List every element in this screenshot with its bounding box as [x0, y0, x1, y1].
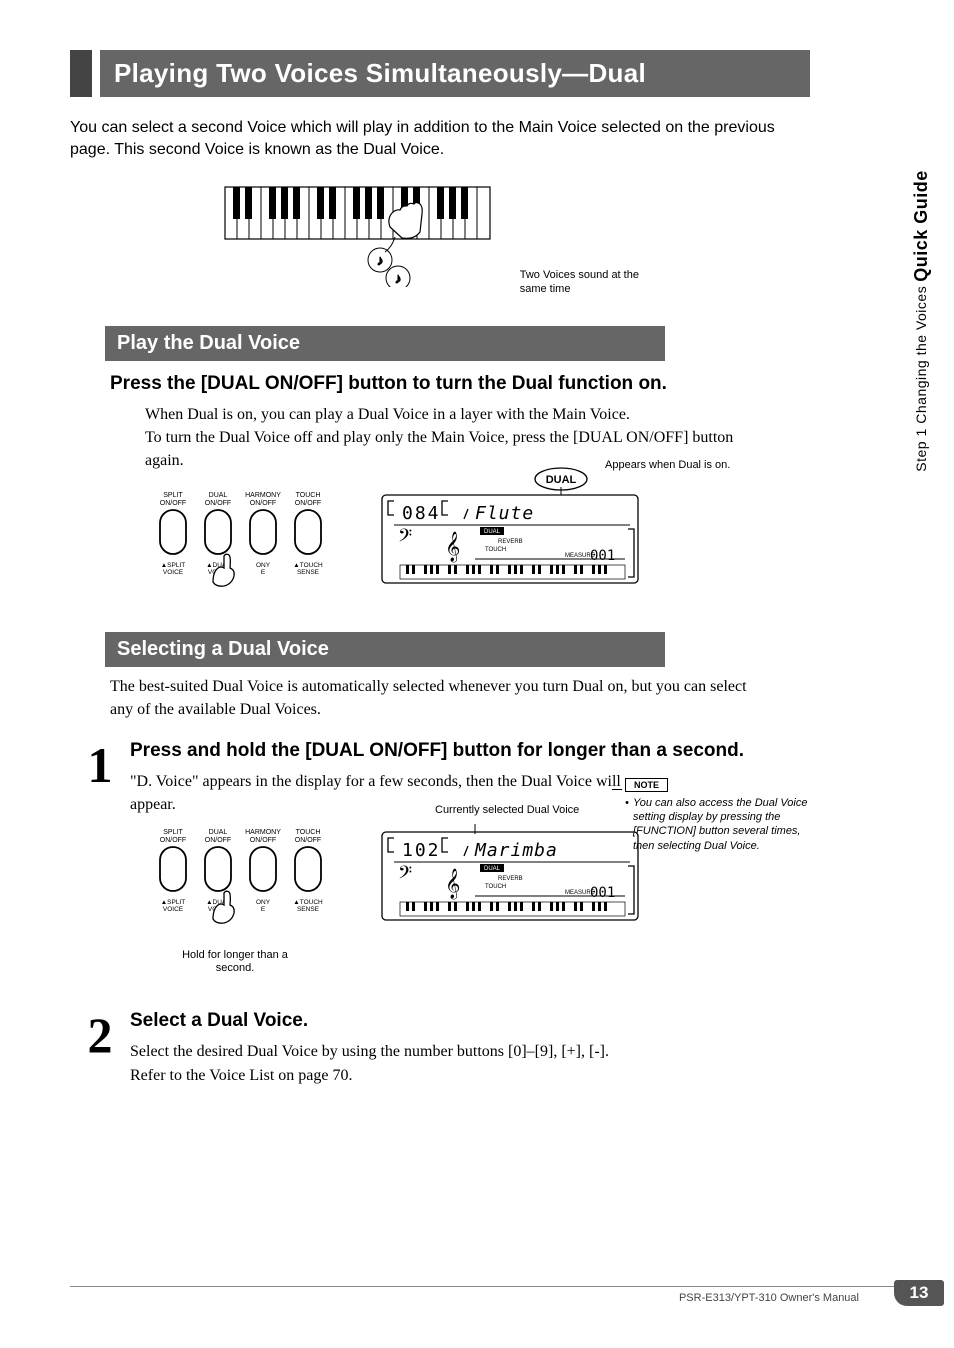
svg-text:E: E	[261, 569, 266, 576]
footer-text: PSR-E313/YPT-310 Owner's Manual	[679, 1292, 859, 1304]
svg-text:SENSE: SENSE	[297, 569, 320, 576]
section2-heading: Selecting a Dual Voice	[105, 632, 665, 667]
svg-text:♪: ♪	[395, 270, 402, 286]
svg-text:HARMONY: HARMONY	[245, 492, 281, 499]
svg-text:Marimba: Marimba	[474, 840, 558, 861]
step1-number: 1	[70, 740, 130, 1006]
step2-heading: Select a Dual Voice.	[130, 1010, 810, 1032]
svg-text:ON/OFF: ON/OFF	[205, 500, 231, 507]
svg-text:Flute: Flute	[475, 503, 534, 524]
lcd-wrapper-2: Currently selected Dual Voice 102 Marimb…	[380, 824, 640, 929]
dual-label: DUAL	[546, 474, 577, 486]
svg-text:▲TOUCH: ▲TOUCH	[293, 899, 323, 906]
svg-text:ONY: ONY	[256, 899, 271, 906]
side-step-title: Changing the Voices	[913, 286, 929, 424]
section1-instruction: Press the [DUAL ON/OFF] button to turn t…	[110, 373, 810, 395]
svg-text:001: 001	[590, 548, 615, 564]
svg-text:VOICE: VOICE	[163, 906, 184, 913]
svg-text:VOICE: VOICE	[163, 569, 184, 576]
step1-heading: Press and hold the [DUAL ON/OFF] button …	[130, 740, 810, 762]
svg-text:▲SPLIT: ▲SPLIT	[161, 899, 186, 906]
svg-text:SPLIT: SPLIT	[163, 492, 183, 499]
step-1: 1 Press and hold the [DUAL ON/OFF] butto…	[70, 740, 810, 1006]
svg-text:ON/OFF: ON/OFF	[160, 500, 186, 507]
svg-text:DUAL: DUAL	[484, 866, 501, 872]
note-text: You can also access the Dual Voice setti…	[633, 796, 810, 853]
svg-text:ON/OFF: ON/OFF	[205, 837, 231, 844]
lcd2-caption: Currently selected Dual Voice	[435, 804, 579, 817]
svg-text:102: 102	[402, 840, 441, 861]
svg-text:TOUCH: TOUCH	[485, 547, 506, 553]
svg-text:𝄞: 𝄞	[445, 868, 460, 900]
svg-text:TOUCH: TOUCH	[296, 492, 321, 499]
step2-text: Select the desired Dual Voice by using t…	[130, 1040, 810, 1086]
svg-text:𝄞: 𝄞	[445, 531, 460, 563]
page-number-badge: 13	[894, 1280, 944, 1306]
svg-text:▲SPLIT: ▲SPLIT	[161, 562, 186, 569]
footer-divider	[70, 1286, 944, 1287]
side-tab: Step 1 Changing the Voices Quick Guide	[911, 170, 946, 472]
svg-text:ON/OFF: ON/OFF	[295, 837, 321, 844]
button-panel-svg: SPLITON/OFF DUALON/OFF HARMONYON/OFF TOU…	[145, 487, 350, 602]
intro-paragraph: You can select a second Voice which will…	[70, 117, 810, 162]
svg-text:DUAL: DUAL	[209, 829, 228, 836]
svg-text:𝄢: 𝄢	[398, 862, 412, 887]
button-panel-2-wrapper: SPLITON/OFF DUALON/OFF HARMONYON/OFF TOU…	[145, 824, 350, 975]
svg-text:SENSE: SENSE	[297, 906, 320, 913]
lcd-panel-1: 084 Flute 𝄢 𝄞 DUAL REVERB TOUCH MEASURE …	[380, 487, 640, 587]
keyboard-svg: ♪ ♪	[220, 182, 500, 287]
svg-text:ON/OFF: ON/OFF	[295, 500, 321, 507]
main-heading: Playing Two Voices Simultaneously—Dual	[70, 50, 810, 97]
lcd-panel-2: 102 Marimba 𝄢 𝄞 DUAL REVERB TOUCH MEASUR…	[380, 824, 640, 924]
step-2: 2 Select a Dual Voice. Select the desire…	[70, 1010, 810, 1086]
side-section-title: Quick Guide	[911, 170, 931, 282]
main-heading-text: Playing Two Voices Simultaneously—Dual	[100, 50, 810, 97]
section1-heading: Play the Dual Voice	[105, 326, 665, 361]
svg-text:ONY: ONY	[256, 562, 271, 569]
svg-text:𝄢: 𝄢	[398, 525, 412, 550]
side-step-label: Step 1	[913, 428, 929, 471]
svg-text:001: 001	[590, 885, 615, 901]
note-box: NOTE You can also access the Dual Voice …	[625, 775, 810, 853]
step2-number: 2	[70, 1010, 130, 1086]
svg-text:084: 084	[402, 503, 441, 524]
heading-accent-block	[70, 50, 92, 97]
svg-text:TOUCH: TOUCH	[296, 829, 321, 836]
note-label: NOTE	[625, 778, 668, 792]
dual-callout: DUAL	[533, 465, 593, 498]
svg-text:ON/OFF: ON/OFF	[160, 837, 186, 844]
svg-text:ON/OFF: ON/OFF	[250, 500, 276, 507]
svg-text:REVERB: REVERB	[498, 876, 523, 882]
dual-annotation: Appears when Dual is on.	[605, 459, 735, 472]
svg-text:DUAL: DUAL	[484, 529, 501, 535]
keyboard-caption: Two Voices sound at the same time	[520, 269, 660, 295]
section2-intro: The best-suited Dual Voice is automatica…	[110, 675, 750, 721]
side-tab-text: Step 1 Changing the Voices Quick Guide	[911, 170, 932, 472]
svg-text:HARMONY: HARMONY	[245, 829, 281, 836]
keyboard-illustration: ♪ ♪ Two Voices sound at the same time	[70, 182, 810, 296]
svg-text:▲TOUCH: ▲TOUCH	[293, 562, 323, 569]
lcd-wrapper-1: DUAL Appears when Dual is on. 084 Flute …	[380, 487, 640, 592]
section1-diagram-row: SPLITON/OFF DUALON/OFF HARMONYON/OFF TOU…	[145, 487, 810, 602]
svg-text:DUAL: DUAL	[209, 492, 228, 499]
page-content: Playing Two Voices Simultaneously—Dual Y…	[0, 0, 850, 1087]
svg-text:ON/OFF: ON/OFF	[250, 837, 276, 844]
svg-text:REVERB: REVERB	[498, 539, 523, 545]
svg-text:E: E	[261, 906, 266, 913]
svg-text:TOUCH: TOUCH	[485, 884, 506, 890]
footer: PSR-E313/YPT-310 Owner's Manual 13	[0, 1286, 954, 1308]
svg-text:♪: ♪	[377, 252, 384, 268]
button-panel-2: SPLITON/OFF DUALON/OFF HARMONYON/OFF TOU…	[145, 824, 350, 964]
svg-text:SPLIT: SPLIT	[163, 829, 183, 836]
